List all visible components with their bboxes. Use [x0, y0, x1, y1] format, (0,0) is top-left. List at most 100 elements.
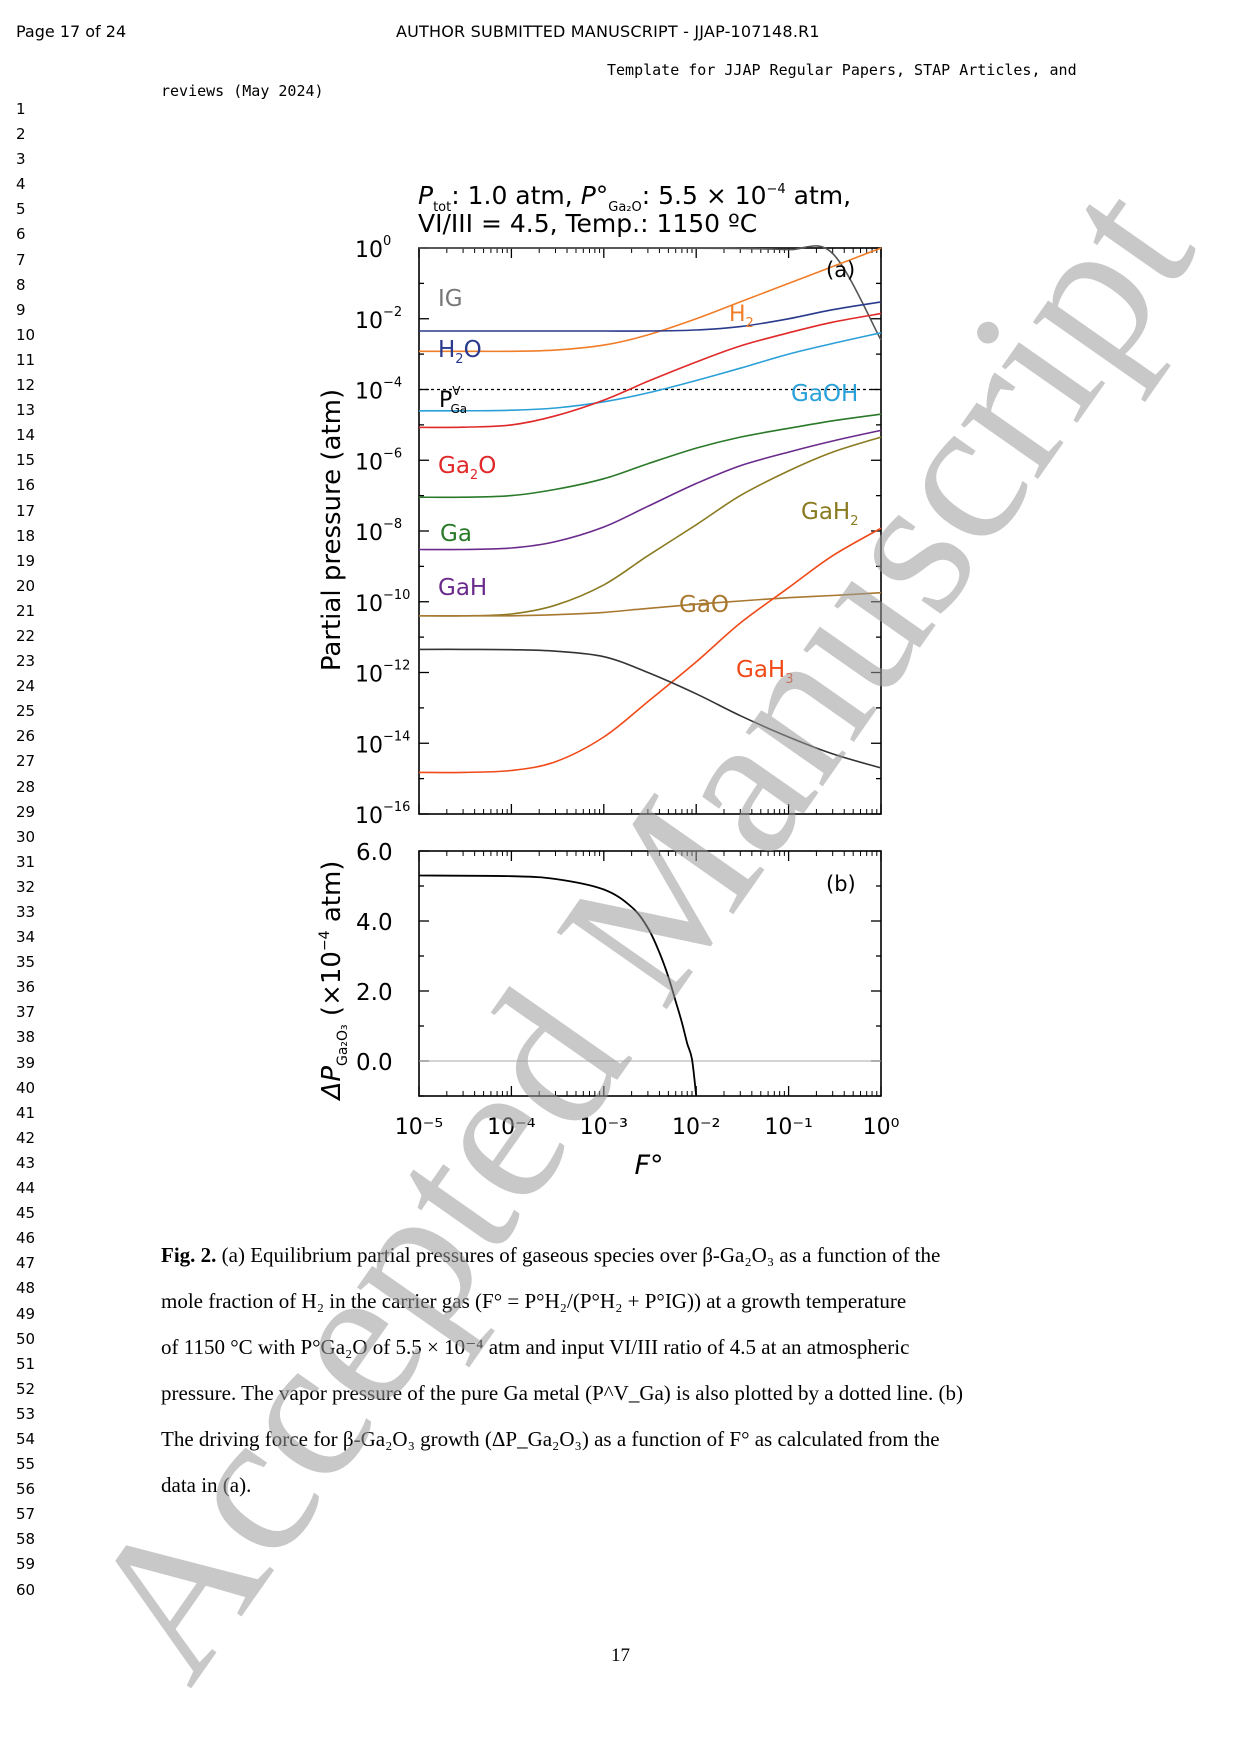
- series-label-gah2: GaH2: [801, 499, 859, 529]
- line-number: 60: [16, 1580, 36, 1599]
- line-number: 43: [16, 1153, 36, 1172]
- x-axis-label: F°: [634, 1150, 663, 1181]
- line-number: 41: [16, 1103, 36, 1122]
- line-number: 48: [16, 1279, 36, 1298]
- line-number: 23: [16, 652, 36, 671]
- line-number: 59: [16, 1555, 36, 1574]
- line-number: 39: [16, 1053, 36, 1072]
- y-tick-label: 10−8: [355, 517, 402, 546]
- p-tot-value: : 1.0 atm,: [451, 181, 580, 210]
- line-number: 14: [16, 426, 36, 445]
- line-number: 17: [16, 501, 36, 520]
- line-number: 2: [16, 125, 26, 144]
- y-tick-label: 10−2: [355, 305, 402, 334]
- caption-line-1: Fig. 2. (a) Equilibrium partial pressure…: [161, 1232, 1082, 1278]
- series-label-gao: GaO: [679, 592, 729, 618]
- y-tick-label: 6.0: [356, 840, 393, 866]
- line-number: 9: [16, 300, 26, 319]
- line-number: 21: [16, 601, 36, 620]
- series-line: [418, 648, 882, 769]
- x-tick-label: 10⁻³: [580, 1115, 628, 1140]
- conditions-line-2: VI/III = 4.5, Temp.: 1150 ºC: [418, 209, 757, 238]
- line-number: 40: [16, 1078, 36, 1097]
- line-number: 11: [16, 350, 36, 369]
- y-tick-label: 10−14: [355, 729, 410, 758]
- series-line: [419, 591, 882, 617]
- series-line: [418, 413, 882, 499]
- line-number: 47: [16, 1254, 36, 1273]
- line-number: 22: [16, 626, 36, 645]
- page-number: 17: [611, 1645, 630, 1666]
- y-tick-label: 10−6: [355, 446, 402, 475]
- panel-b-y-tick-labels: 6.0 4.0 2.0 0.0: [356, 840, 393, 1076]
- caption-fig-label: Fig. 2.: [161, 1243, 217, 1267]
- panel-b-y-ticks: [419, 850, 881, 1097]
- line-number: 50: [16, 1329, 36, 1348]
- line-number: 19: [16, 551, 36, 570]
- line-number: 28: [16, 777, 36, 796]
- template-line-2: reviews (May 2024): [161, 82, 324, 100]
- p-ga2o-unit: atm,: [786, 181, 851, 210]
- line-number: 1: [16, 100, 26, 118]
- caption-line-4: pressure. The vapor pressure of the pure…: [161, 1381, 963, 1405]
- caption-line-1-text: (a) Equilibrium partial pressures of gas…: [216, 1243, 941, 1267]
- series-line: [418, 527, 882, 774]
- caption-line-6: data in (a).: [161, 1473, 252, 1497]
- line-number: 8: [16, 275, 26, 294]
- caption-line-5: The driving force for β-Ga₂O₃ growth (ΔP…: [161, 1427, 940, 1451]
- figure-2: Ptot: 1.0 atm, P°Ga₂O: 5.5 × 10−4 atm, V…: [317, 181, 900, 1181]
- panel-a-y-ticks: [419, 247, 881, 815]
- line-number: 32: [16, 877, 36, 896]
- template-line-1: Template for JJAP Regular Papers, STAP A…: [607, 61, 1077, 79]
- panel-b-x-tick-labels: 10⁻⁵ 10⁻⁴ 10⁻³ 10⁻² 10⁻¹ 10⁰: [395, 1115, 900, 1140]
- y-tick-label: 10−16: [355, 800, 410, 829]
- series-label-gah: GaH: [438, 575, 487, 601]
- series-line: [419, 301, 882, 332]
- series-line: [418, 312, 882, 429]
- y-tick-label: 2.0: [356, 980, 393, 1006]
- caption-line-2: mole fraction of H₂ in the carrier gas (…: [161, 1289, 907, 1313]
- panel-a-y-tick-labels: 100 10−2 10−4 10−6 10−8 10−10 10−12 10−14 10−16: [355, 234, 410, 829]
- line-number: 5: [16, 200, 26, 219]
- line-number: 18: [16, 526, 36, 545]
- line-number: 38: [16, 1028, 36, 1047]
- line-number: 55: [16, 1455, 36, 1474]
- line-number: 45: [16, 1204, 36, 1223]
- panel-a-series: [418, 245, 882, 774]
- panel-a-frame: [418, 247, 882, 815]
- line-number: 42: [16, 1128, 36, 1147]
- panel-b-label: (b): [826, 872, 856, 896]
- x-tick-label: 10⁻²: [672, 1115, 720, 1140]
- p-ga2o-sub: Ga₂O: [608, 200, 641, 215]
- line-number: 36: [16, 978, 36, 997]
- line-number: 24: [16, 677, 36, 696]
- x-tick-label: 10⁻⁵: [395, 1115, 443, 1140]
- line-number: 10: [16, 325, 36, 344]
- line-number: 37: [16, 1003, 36, 1022]
- p-ga2o-symbol: P°: [581, 181, 609, 210]
- driving-force-line: [418, 874, 698, 1097]
- series-label-pv-ga: PV Ga: [439, 384, 467, 416]
- line-number: 44: [16, 1179, 36, 1198]
- line-number: 26: [16, 727, 36, 746]
- line-number: 56: [16, 1480, 36, 1499]
- series-label-gah3: GaH3: [736, 657, 794, 687]
- line-number: 58: [16, 1530, 36, 1549]
- line-number: 49: [16, 1304, 36, 1323]
- line-number: 15: [16, 451, 36, 470]
- series-label-ga: Ga: [440, 521, 472, 547]
- line-number: 7: [16, 250, 26, 269]
- series-label-h2o: H2O: [438, 337, 482, 367]
- x-tick-label: 10⁻⁴: [487, 1115, 536, 1140]
- p-tot-sub: tot: [433, 200, 451, 215]
- series-line: [419, 245, 882, 341]
- line-number: 51: [16, 1354, 36, 1373]
- caption-line-3: of 1150 °C with P°Ga₂O of 5.5 × 10⁻⁴ atm…: [161, 1335, 910, 1359]
- line-number: 52: [16, 1379, 36, 1398]
- y-tick-label: 4.0: [356, 910, 393, 936]
- line-number: 4: [16, 175, 26, 194]
- series-label-gaoh: GaOH: [791, 381, 858, 407]
- conditions-line-1: Ptot: 1.0 atm, P°Ga₂O: 5.5 × 10−4 atm,: [418, 181, 851, 215]
- panel-a-y-axis-label: Partial pressure (atm): [317, 389, 347, 671]
- page-label: Page 17 of 24: [16, 22, 127, 41]
